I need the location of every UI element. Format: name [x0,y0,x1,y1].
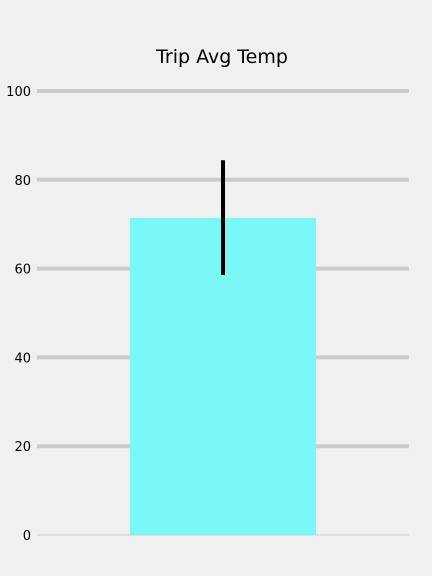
y-tick-label-2: 40 [14,351,31,366]
y-tick-label-1: 20 [14,440,31,455]
y-tick-label-5: 100 [6,85,31,100]
y-tick-labels: 0 20 40 60 80 100 [6,85,31,544]
y-tick-label-4: 80 [14,174,31,189]
y-tick-label-3: 60 [14,263,31,278]
y-tick-label-0: 0 [23,529,31,544]
chart-title: Trip Avg Temp [155,46,288,68]
